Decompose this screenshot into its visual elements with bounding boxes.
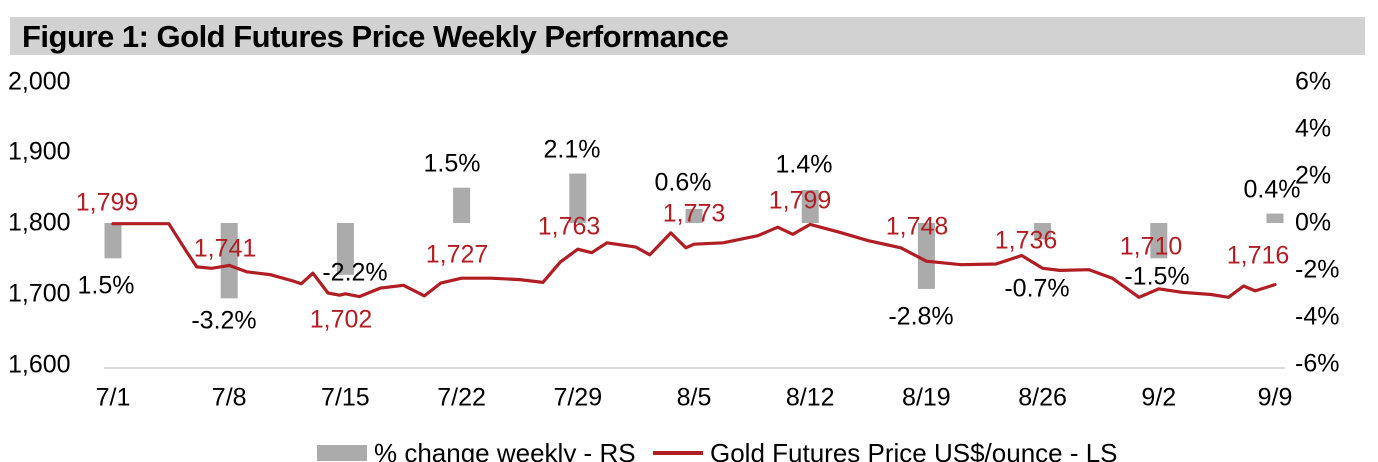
weekly-change-bar [917,223,935,289]
weekly-change-bar [569,173,587,223]
legend-item-gold-price: Gold Futures Price US$/ounce - LS [653,437,1118,462]
weekly-change-bar [801,190,819,223]
line-series-swatch-icon [653,451,703,455]
weekly-change-bar [685,208,703,223]
weekly-change-bar [1150,223,1168,259]
legend-item-pct-change: % change weekly - RS [317,437,636,462]
weekly-change-bar [1266,213,1284,223]
figure-title: Figure 1: Gold Futures Price Weekly Perf… [22,19,729,54]
figure-title-bar: Figure 1: Gold Futures Price Weekly Perf… [10,17,1365,55]
bar-series-swatch-icon [317,445,367,461]
weekly-change-bar [1034,223,1052,240]
weekly-change-bar [336,223,354,275]
weekly-change-bar [453,187,471,223]
weekly-change-bar [220,223,238,299]
legend-label-pct-change: % change weekly - RS [374,437,636,462]
legend-label-gold-price: Gold Futures Price US$/ounce - LS [710,437,1118,462]
gold-price-line [111,222,1277,299]
weekly-change-bar [104,223,122,259]
